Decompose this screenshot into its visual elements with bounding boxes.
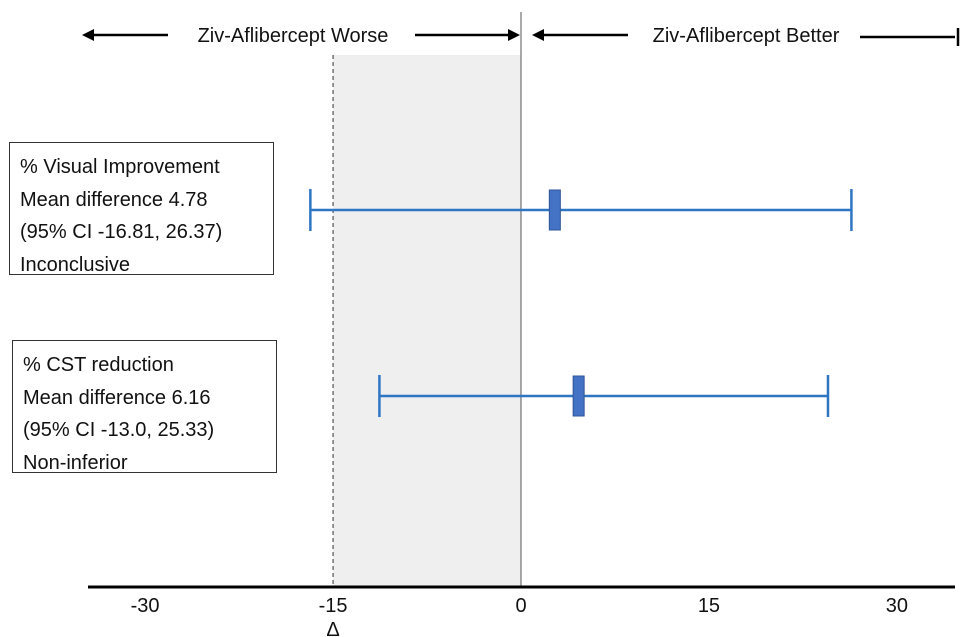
- better-label: Ziv-Aflibercept Better: [653, 25, 840, 47]
- box-line: Non-inferior: [23, 451, 128, 474]
- box-line: Mean difference 6.16: [23, 386, 211, 409]
- box-line: Inconclusive: [20, 253, 131, 276]
- x-tick-label: -30: [131, 595, 160, 617]
- box-line: (95% CI -16.81, 26.37): [20, 221, 223, 243]
- worse-arrowhead: [82, 29, 94, 41]
- estimate-row: [378, 375, 830, 417]
- estimate-rows: [309, 189, 853, 417]
- margin-label: Δ: [326, 619, 339, 637]
- point-estimate-marker: [548, 189, 561, 231]
- direction-arrows: Ziv-Aflibercept Worse Ziv-Aflibercept Be…: [82, 25, 960, 47]
- worse-arrowhead-right: [508, 29, 520, 41]
- estimate-label-box-visual-improvement: % Visual Improvement Mean difference 4.7…: [9, 142, 274, 276]
- x-tick-label: 0: [515, 595, 526, 617]
- better-arrowhead: [532, 29, 544, 41]
- x-tick-label: 15: [698, 595, 720, 617]
- x-tick-label: 30: [886, 595, 908, 617]
- estimate-label-box-cst-reduction: % CST reduction Mean difference 6.16 (95…: [12, 340, 277, 474]
- box-line: % CST reduction: [23, 354, 174, 376]
- estimate-row: [309, 189, 853, 231]
- box-line: (95% CI -13.0, 25.33): [23, 419, 215, 441]
- box-line: Mean difference 4.78: [20, 188, 208, 211]
- x-tick-label: -15: [319, 595, 348, 617]
- non-inferiority-zone: [333, 55, 521, 587]
- box-line: % Visual Improvement: [20, 156, 220, 178]
- x-tick-labels: -30 -15 0 15 30: [131, 595, 908, 617]
- point-estimate-marker: [572, 375, 585, 417]
- worse-label: Ziv-Aflibercept Worse: [198, 25, 389, 47]
